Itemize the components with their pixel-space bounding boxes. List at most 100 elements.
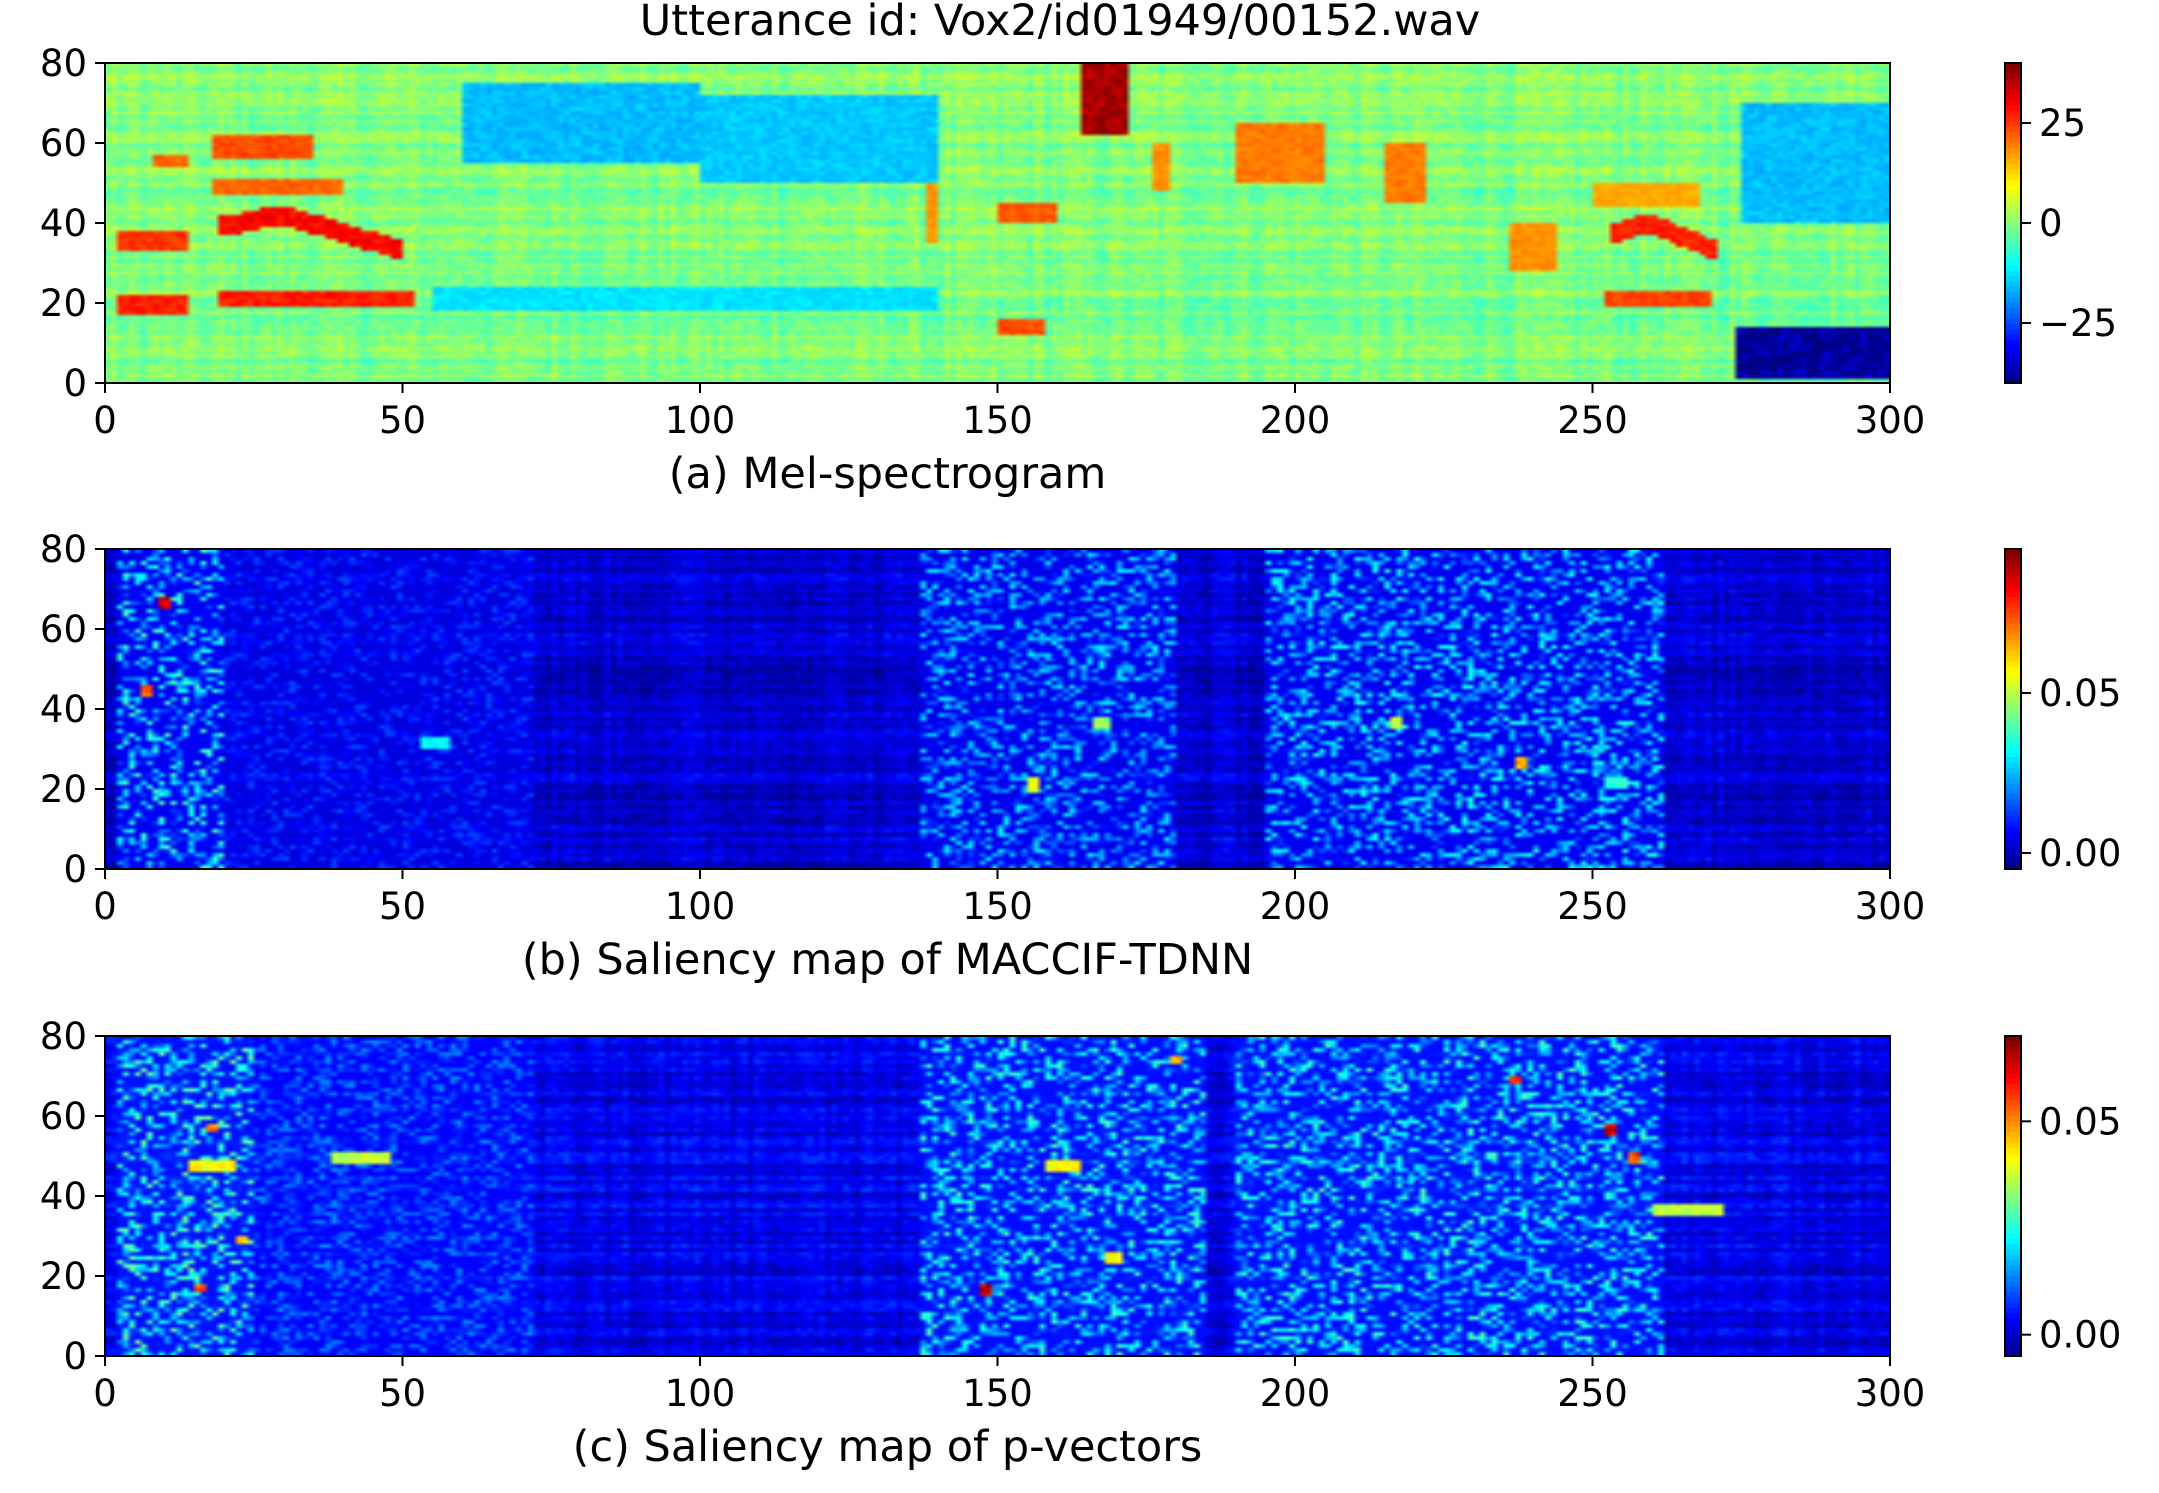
colorbar-segment: [2005, 1052, 2021, 1059]
colorbar-segment: [2005, 212, 2021, 219]
colorbar-segment: [2005, 116, 2021, 123]
colorbar-segment: [2005, 655, 2021, 662]
colorbar-segment: [2005, 661, 2021, 668]
colorbar-segment: [2005, 687, 2021, 694]
colorbar-segment: [2005, 805, 2021, 812]
colorbar-segment: [2005, 191, 2021, 198]
colorbar-segment: [2005, 639, 2021, 646]
panel-caption: (b) Saliency map of MACCIF-TDNN: [522, 935, 1253, 985]
colorbar-segment: [2005, 1324, 2021, 1331]
y-tick-label: 40: [40, 688, 87, 731]
colorbar-tick-label: 0.05: [2039, 672, 2121, 715]
colorbar-segment: [2005, 1068, 2021, 1075]
colorbar-segment: [2005, 757, 2021, 764]
y-tick-label: 80: [40, 42, 87, 85]
colorbar-segment: [2005, 1148, 2021, 1155]
colorbar-frame: [2004, 1035, 2022, 1357]
colorbar-segment: [2005, 1180, 2021, 1187]
colorbar-segment: [2005, 185, 2021, 192]
colorbar-segment: [2005, 581, 2021, 588]
colorbar-segment: [2005, 837, 2021, 844]
colorbar-segment: [2005, 762, 2021, 769]
colorbar-segment: [2005, 714, 2021, 721]
colorbar-segment: [2005, 356, 2021, 363]
figure-title: Utterance id: Vox2/id01949/00152.wav: [640, 0, 1480, 46]
colorbar-segment: [2005, 1281, 2021, 1288]
colorbar-segment: [2005, 175, 2021, 182]
colorbar-segment: [2005, 821, 2021, 828]
colorbar-segment: [2005, 111, 2021, 118]
colorbar-tick-label: 0.00: [2039, 1314, 2121, 1357]
colorbar-segment: [2005, 63, 2021, 70]
colorbar-segment: [2005, 751, 2021, 758]
colorbar-segment: [2005, 1196, 2021, 1203]
x-tick-label: 150: [962, 1372, 1033, 1415]
x-tick-label: 250: [1557, 1372, 1628, 1415]
colorbar-segment: [2005, 148, 2021, 155]
colorbar-tick-label: 0.05: [2039, 1100, 2121, 1143]
colorbar-segment: [2005, 132, 2021, 139]
colorbar-segment: [2005, 693, 2021, 700]
x-tick-label: 250: [1557, 885, 1628, 928]
y-tick-label: 40: [40, 202, 87, 245]
colorbar-segment: [2005, 1121, 2021, 1128]
colorbar-segment: [2005, 789, 2021, 796]
colorbar-segment: [2005, 169, 2021, 176]
colorbar-segment: [2005, 847, 2021, 854]
colorbar-segment: [2005, 1206, 2021, 1213]
colorbar-segment: [2005, 666, 2021, 673]
x-tick-label: 250: [1557, 399, 1628, 442]
colorbar-segment: [2005, 1057, 2021, 1064]
x-tick-label: 50: [379, 399, 426, 442]
colorbar-tick-label: 0.00: [2039, 832, 2121, 875]
colorbar-segment: [2005, 1217, 2021, 1224]
colorbar-segment: [2005, 650, 2021, 657]
colorbar-segment: [2005, 1153, 2021, 1160]
colorbar-segment: [2005, 1292, 2021, 1299]
colorbar-segment: [2005, 1308, 2021, 1315]
colorbar-segment: [2005, 127, 2021, 134]
colorbar-segment: [2005, 319, 2021, 326]
colorbar-segment: [2005, 367, 2021, 374]
colorbar-segment: [2005, 1313, 2021, 1320]
colorbar-segment: [2005, 255, 2021, 262]
colorbar-segment: [2005, 1318, 2021, 1325]
colorbar-segment: [2005, 1062, 2021, 1069]
colorbar-segment: [2005, 698, 2021, 705]
colorbar-segment: [2005, 324, 2021, 331]
colorbar-segment: [2005, 1212, 2021, 1219]
colorbar-segment: [2005, 586, 2021, 593]
colorbar-segment: [2005, 597, 2021, 604]
colorbar-segment: [2005, 1078, 2021, 1085]
colorbar-segment: [2005, 180, 2021, 187]
heatmap-image: [105, 549, 1890, 869]
y-tick-label: 0: [63, 362, 87, 405]
y-tick-label: 0: [63, 1335, 87, 1378]
panel-1: 0 50 100 150 200 250 300 0 20 40 60 80 (b) Saliency …: [40, 528, 2121, 985]
colorbar-segment: [2005, 73, 2021, 80]
x-tick-label: 0: [93, 885, 117, 928]
colorbar-segment: [2005, 1329, 2021, 1336]
colorbar-segment: [2005, 271, 2021, 278]
colorbar-segment: [2005, 223, 2021, 230]
colorbar-segment: [2005, 1334, 2021, 1341]
colorbar-segment: [2005, 607, 2021, 614]
colorbar-segment: [2005, 105, 2021, 112]
colorbar-segment: [2005, 335, 2021, 342]
colorbar-segment: [2005, 735, 2021, 742]
colorbar-segment: [2005, 1244, 2021, 1251]
colorbar-segment: [2005, 361, 2021, 368]
colorbar-segment: [2005, 618, 2021, 625]
colorbar-segment: [2005, 372, 2021, 379]
colorbar-segment: [2005, 794, 2021, 801]
colorbar-segment: [2005, 570, 2021, 577]
colorbar-segment: [2005, 1265, 2021, 1272]
colorbar-segment: [2005, 95, 2021, 102]
colorbar-segment: [2005, 815, 2021, 822]
colorbar-segment: [2005, 207, 2021, 214]
y-tick-label: 20: [40, 282, 87, 325]
colorbar-segment: [2005, 89, 2021, 96]
x-tick-label: 150: [962, 399, 1033, 442]
colorbar-segment: [2005, 276, 2021, 283]
colorbar-segment: [2005, 810, 2021, 817]
